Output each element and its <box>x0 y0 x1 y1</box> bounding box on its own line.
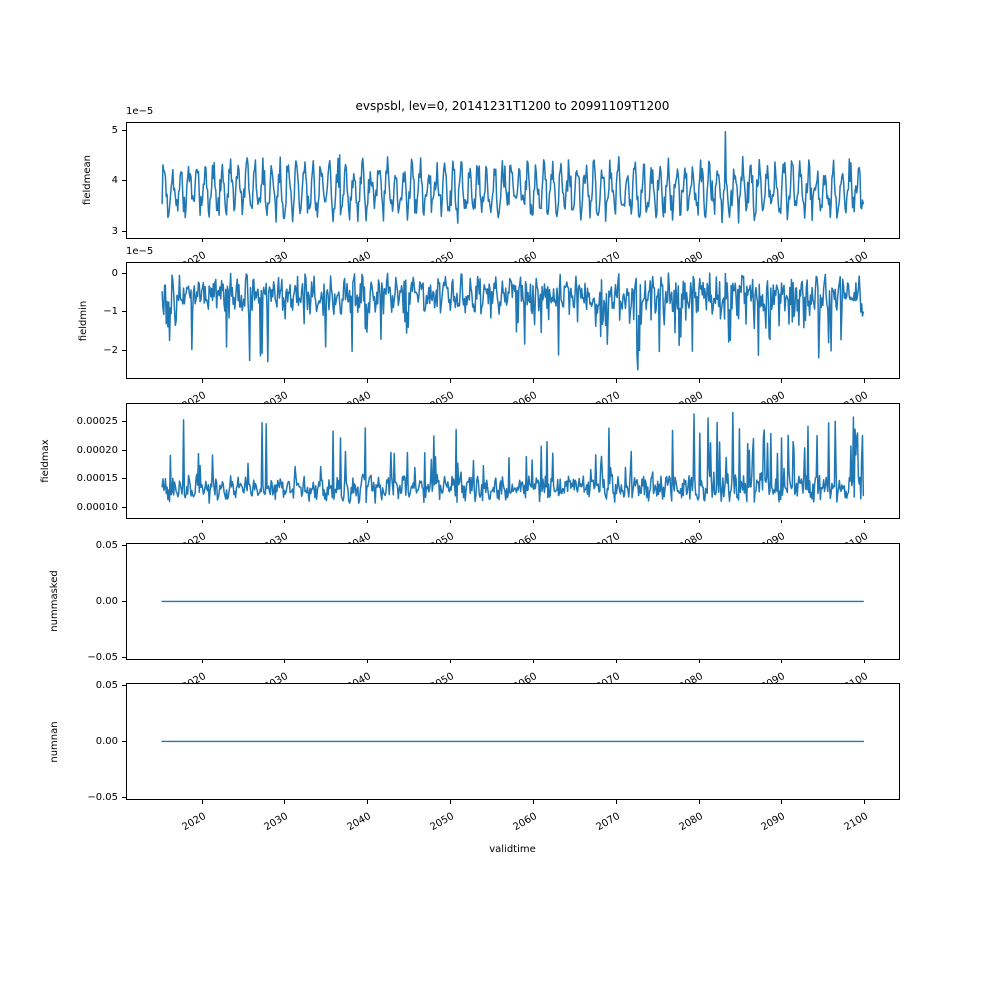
x-axis-label: validtime <box>489 844 536 855</box>
line-series-fieldmean <box>160 130 864 224</box>
x-tick-mark <box>450 238 452 243</box>
x-tick-mark <box>284 519 286 523</box>
x-tick-mark <box>284 800 286 804</box>
plot-area-nummasked <box>125 542 900 660</box>
x-tick-mark <box>367 379 369 383</box>
x-tick-mark <box>201 519 203 523</box>
x-tick-mark <box>698 238 700 243</box>
x-tick-mark <box>450 519 452 523</box>
y-tick-mark <box>122 349 126 351</box>
y-tick-label: 0.00010 <box>76 502 118 514</box>
x-tick-mark <box>864 800 866 804</box>
line-series-fieldmin <box>160 272 864 371</box>
y-tick-mark <box>122 741 126 743</box>
y-tick-label: −1 <box>103 306 118 318</box>
y-tick-mark <box>122 545 126 547</box>
x-tick-mark <box>615 659 617 664</box>
y-tick-mark <box>122 600 126 602</box>
x-tick-mark <box>615 238 617 243</box>
x-tick-mark <box>698 519 700 523</box>
x-tick-mark <box>781 379 783 383</box>
y-tick-mark <box>122 685 126 687</box>
x-tick-mark <box>532 519 534 523</box>
y-tick-mark <box>122 449 126 451</box>
x-tick-mark <box>367 238 369 243</box>
figure-title: evspsbl, lev=0, 20141231T1200 to 2099110… <box>355 99 670 113</box>
y-tick-label: 0.00020 <box>76 444 118 456</box>
line-series-numnan <box>160 740 864 743</box>
y-tick-mark <box>122 507 126 509</box>
y-offset-label: 1e−5 <box>126 105 154 117</box>
x-tick-mark <box>615 519 617 523</box>
plot-area-fieldmean <box>125 122 900 239</box>
x-tick-mark <box>864 659 866 664</box>
x-tick-mark <box>450 659 452 664</box>
y-tick-label: −0.05 <box>87 651 118 663</box>
y-tick-mark <box>122 796 126 798</box>
x-tick-mark <box>532 800 534 804</box>
x-tick-mark <box>615 800 617 804</box>
plot-area-fieldmax <box>125 402 900 520</box>
x-tick-mark <box>532 238 534 243</box>
x-tick-mark <box>532 379 534 383</box>
x-tick-mark <box>864 519 866 523</box>
x-tick-mark <box>201 238 203 243</box>
y-tick-label: 0.00 <box>95 736 118 748</box>
x-tick-mark <box>201 659 203 664</box>
y-tick-label: −0.05 <box>87 791 118 803</box>
x-tick-mark <box>698 659 700 664</box>
y-tick-label: 0.05 <box>95 540 118 552</box>
x-tick-mark <box>201 379 203 383</box>
x-tick-mark <box>532 659 534 664</box>
x-tick-mark <box>864 238 866 243</box>
x-tick-mark <box>781 659 783 664</box>
line-series-fieldmax <box>160 411 864 504</box>
y-offset-label: 1e−5 <box>126 246 154 257</box>
y-tick-mark <box>122 272 126 274</box>
x-tick-mark <box>284 379 286 383</box>
x-tick-mark <box>367 800 369 804</box>
x-tick-mark <box>781 519 783 523</box>
line-series-nummasked <box>160 600 864 603</box>
x-tick-mark <box>450 379 452 383</box>
y-tick-label: 0 <box>111 267 118 279</box>
x-tick-mark <box>367 519 369 523</box>
y-tick-mark <box>122 311 126 313</box>
y-tick-label: −2 <box>103 344 118 356</box>
y-tick-mark <box>122 129 126 131</box>
x-tick-mark <box>284 659 286 664</box>
y-tick-label: 4 <box>111 175 118 187</box>
y-tick-label: 5 <box>111 124 118 136</box>
x-tick-mark <box>698 379 700 383</box>
y-tick-mark <box>122 478 126 480</box>
y-tick-label: 0.00025 <box>76 415 118 427</box>
x-tick-mark <box>781 238 783 243</box>
y-tick-label: 0.00 <box>95 595 118 607</box>
x-tick-mark <box>615 379 617 383</box>
y-tick-mark <box>122 231 126 233</box>
plot-area-fieldmin <box>125 262 900 380</box>
y-tick-mark <box>122 180 126 182</box>
y-tick-label: 0.05 <box>95 680 118 692</box>
x-tick-mark <box>450 800 452 804</box>
y-tick-label: 0.00015 <box>76 473 118 485</box>
y-tick-label: 3 <box>111 226 118 238</box>
x-tick-mark <box>284 238 286 243</box>
x-tick-mark <box>781 800 783 804</box>
x-tick-mark <box>864 379 866 383</box>
y-tick-mark <box>122 656 126 658</box>
y-tick-mark <box>122 420 126 422</box>
x-tick-mark <box>698 800 700 804</box>
x-tick-mark <box>367 659 369 664</box>
x-tick-mark <box>201 800 203 804</box>
plot-area-numnan <box>125 683 900 801</box>
